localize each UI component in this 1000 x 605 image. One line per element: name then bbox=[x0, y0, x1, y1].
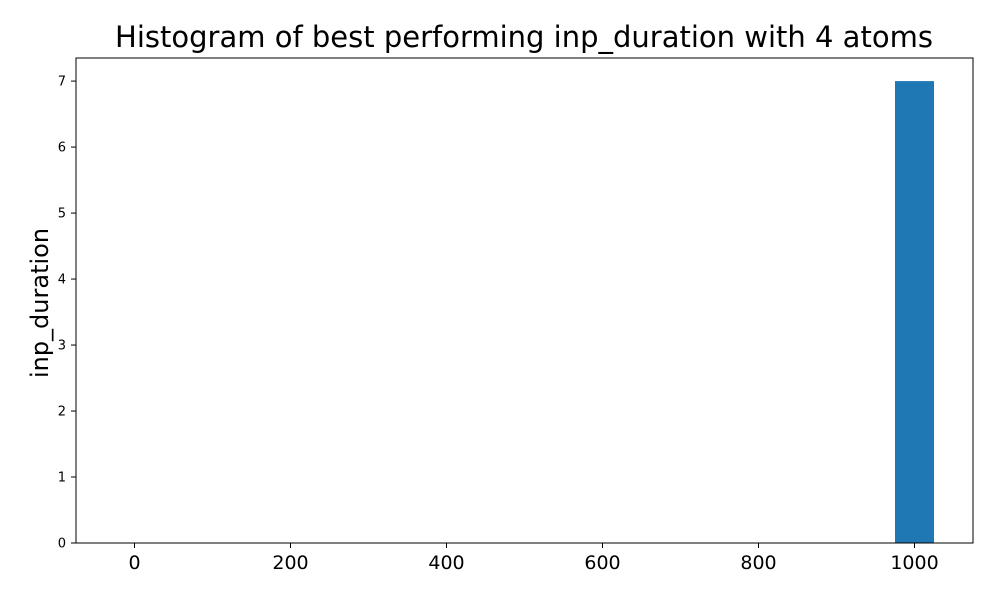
x-tick-label: 0 bbox=[128, 552, 140, 574]
y-tick-label: 4 bbox=[58, 273, 66, 288]
y-tick-label: 1 bbox=[58, 471, 66, 486]
y-tick-label: 5 bbox=[58, 207, 66, 222]
x-tick-label: 1000 bbox=[890, 552, 938, 574]
y-tick-label: 2 bbox=[58, 405, 66, 420]
y-tick-label: 7 bbox=[58, 75, 66, 90]
histogram-bar bbox=[895, 81, 934, 543]
x-tick-label: 800 bbox=[740, 552, 776, 574]
y-axis-label: inp_duration bbox=[26, 227, 54, 379]
chart-title: Histogram of best performing inp_duratio… bbox=[115, 20, 933, 54]
y-tick-label: 6 bbox=[58, 141, 66, 156]
y-tick-label: 3 bbox=[58, 339, 66, 354]
y-tick-label: 0 bbox=[58, 537, 66, 552]
x-tick-label: 600 bbox=[584, 552, 620, 574]
x-tick-label: 400 bbox=[428, 552, 464, 574]
x-tick-label: 200 bbox=[272, 552, 308, 574]
axes-frame bbox=[75, 57, 974, 544]
